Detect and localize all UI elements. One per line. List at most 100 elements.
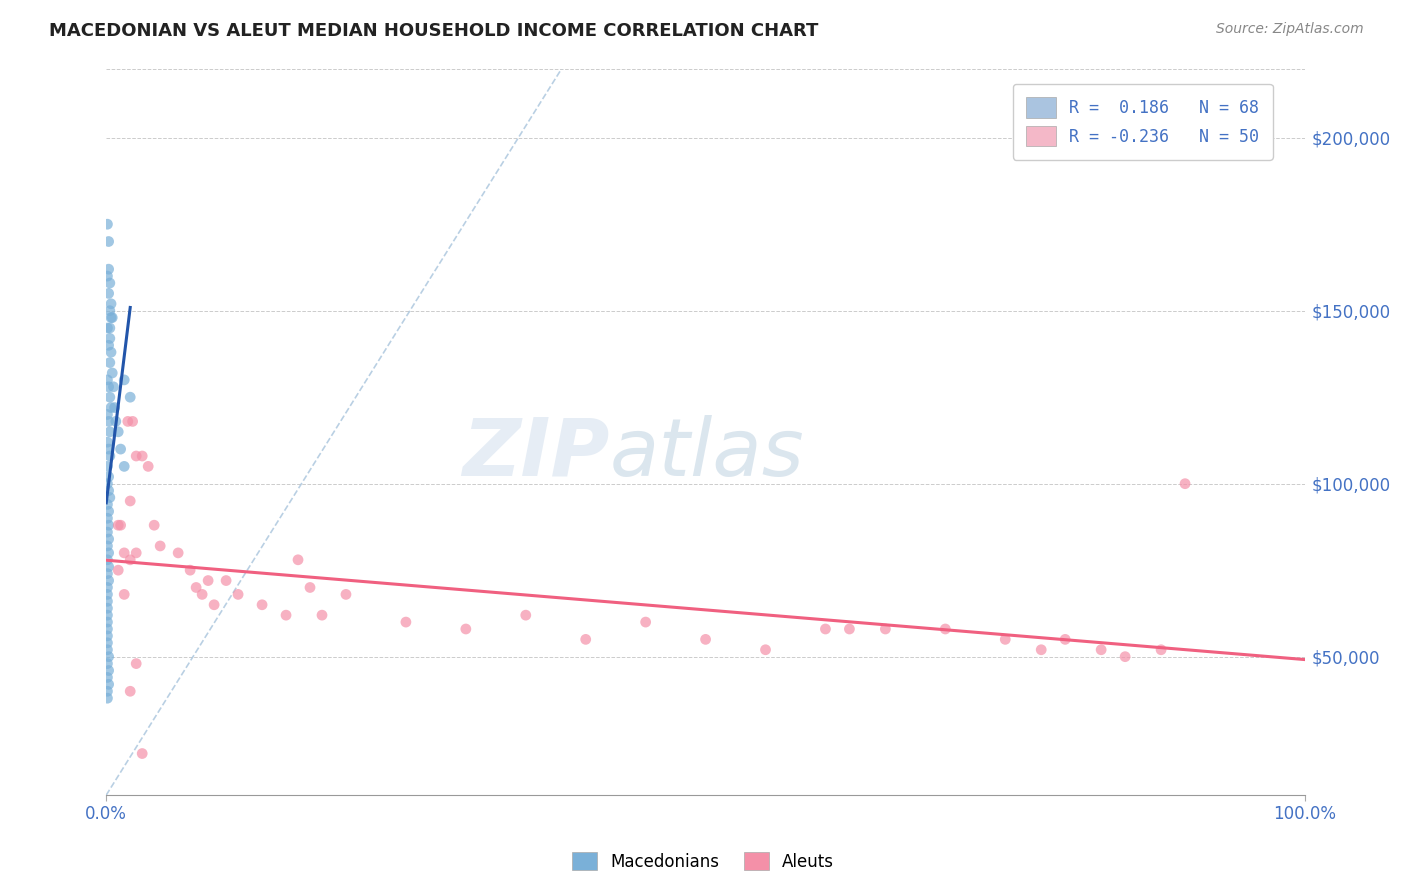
Point [226,587,249,601]
Point [274,608,297,623]
Point [107,518,129,533]
Point [934,622,956,636]
Point [96,476,118,491]
Point [96,615,118,629]
Point [96,587,118,601]
Legend: R =  0.186   N = 68, R = -0.236   N = 50: R = 0.186 N = 68, R = -0.236 N = 50 [1012,84,1272,160]
Point [215,574,238,588]
Point [110,518,132,533]
Point [202,598,225,612]
Point [191,587,214,601]
Point [96,622,118,636]
Point [186,581,208,595]
Point [97,518,120,533]
Point [98,355,121,369]
Text: MACEDONIAN VS ALEUT MEDIAN HOUSEHOLD INCOME CORRELATION CHART: MACEDONIAN VS ALEUT MEDIAN HOUSEHOLD INC… [49,22,818,40]
Point [100,401,122,415]
Point [104,401,127,415]
Point [695,632,717,647]
Point [96,525,118,540]
Text: atlas: atlas [610,415,804,492]
Point [96,498,118,512]
Point [97,338,120,352]
Point [117,414,139,428]
Point [96,566,118,581]
Point [96,511,118,525]
Point [97,664,120,678]
Point [575,632,598,647]
Point [96,684,118,698]
Point [250,598,273,612]
Point [120,684,142,698]
Point [98,331,121,345]
Point [298,581,321,595]
Point [143,518,166,533]
Point [97,649,120,664]
Point [96,670,118,684]
Point [101,366,124,380]
Point [100,310,122,325]
Point [1031,642,1053,657]
Point [875,622,897,636]
Point [96,217,118,231]
Point [97,677,120,691]
Point [149,539,172,553]
Point [311,608,333,623]
Point [96,408,118,422]
Point [112,459,135,474]
Point [97,286,120,301]
Point [98,321,121,335]
Point [335,587,357,601]
Point [395,615,418,629]
Point [103,380,125,394]
Point [96,321,118,335]
Point [98,491,121,505]
Point [287,553,309,567]
Point [96,594,118,608]
Point [97,262,120,277]
Point [98,276,121,290]
Point [97,235,120,249]
Point [100,345,122,359]
Point [167,546,190,560]
Point [120,390,142,404]
Point [97,574,120,588]
Point [96,608,118,623]
Point [1054,632,1077,647]
Point [125,657,148,671]
Point [98,425,121,439]
Point [1114,649,1136,664]
Point [112,587,135,601]
Point [197,574,219,588]
Point [838,622,860,636]
Point [131,747,153,761]
Point [96,269,118,284]
Point [97,442,120,456]
Point [120,553,142,567]
Point [104,414,127,428]
Point [98,449,121,463]
Point [96,642,118,657]
Point [814,622,837,636]
Point [112,373,135,387]
Point [97,559,120,574]
Point [515,608,537,623]
Point [96,629,118,643]
Point [98,303,121,318]
Text: Source: ZipAtlas.com: Source: ZipAtlas.com [1216,22,1364,37]
Point [121,414,143,428]
Point [97,414,120,428]
Point [96,553,118,567]
Point [112,546,135,560]
Point [100,297,122,311]
Point [96,636,118,650]
Point [97,546,120,560]
Point [97,532,120,546]
Point [97,380,120,394]
Point [131,449,153,463]
Point [96,657,118,671]
Point [120,494,142,508]
Point [96,691,118,706]
Point [97,483,120,498]
Point [179,563,201,577]
